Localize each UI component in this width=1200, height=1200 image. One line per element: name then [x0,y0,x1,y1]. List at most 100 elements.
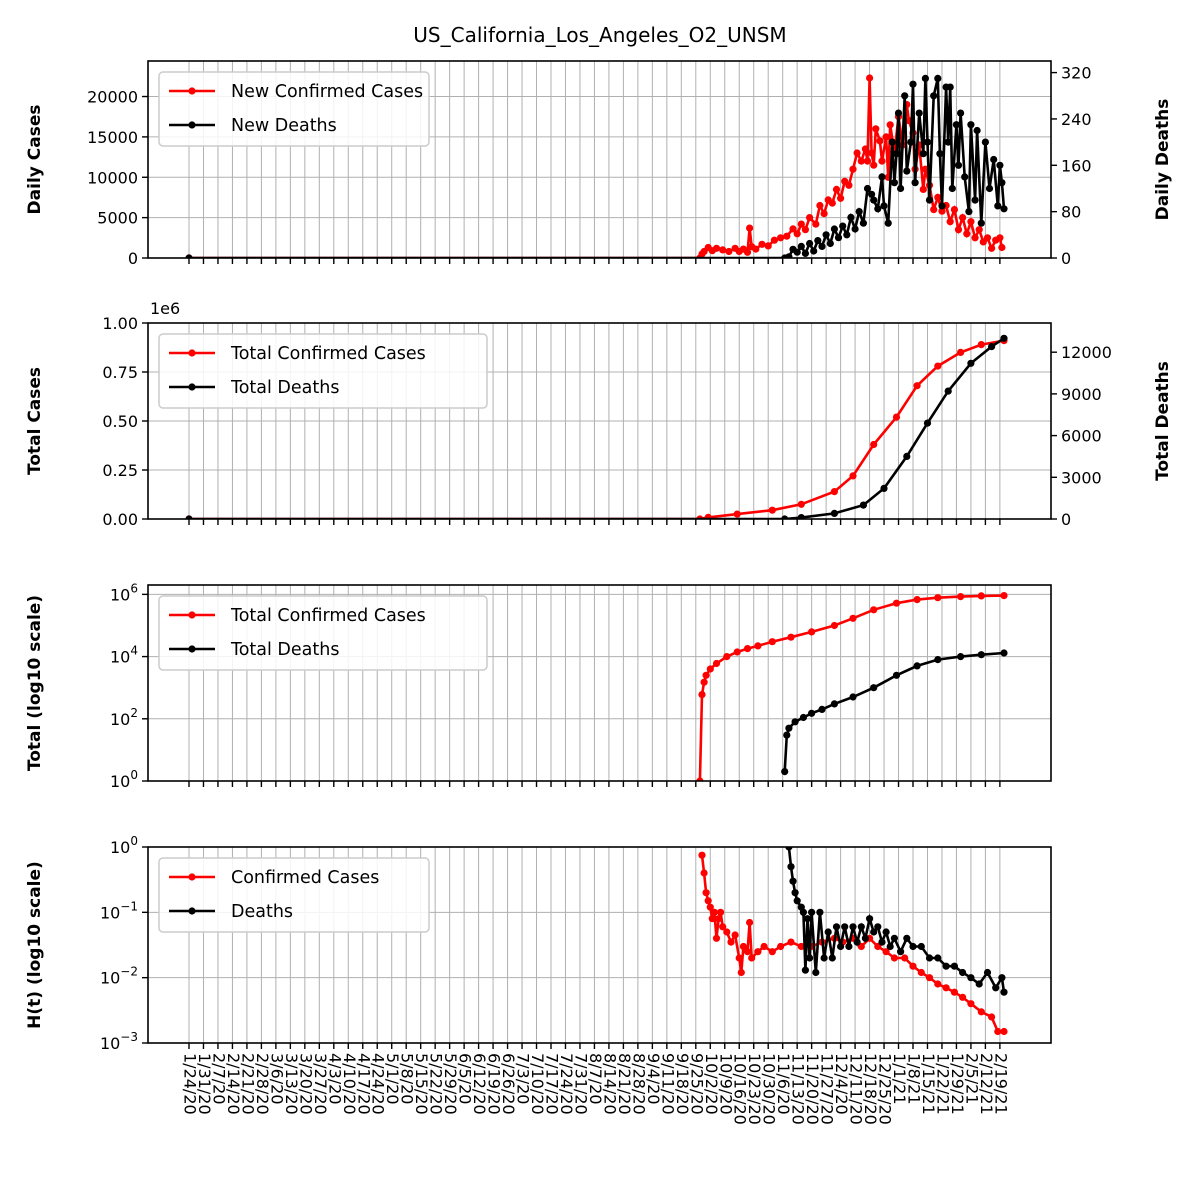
data-point [983,968,992,977]
series-deaths [185,334,1008,519]
data-point [959,968,967,977]
data-point [950,988,959,996]
data-point [820,954,828,962]
data-point [942,962,950,970]
data-point [828,954,836,962]
x-tick-label: 11/6/20 [774,1053,793,1115]
data-point [824,928,832,936]
x-tick-label: 7/24/20 [557,1053,576,1115]
data-point [816,201,824,210]
legend-label: Total Deaths [230,640,339,660]
data-point [787,863,795,871]
data-point [727,938,735,946]
data-point [743,948,752,956]
data-point [837,194,845,202]
axes-frame [147,322,1052,520]
data-point [808,709,816,717]
data-point [801,966,810,974]
legend-swatch-marker [188,383,196,391]
x-tick-label: 3/6/20 [267,1053,286,1105]
data-point [810,247,818,255]
x-tick-label: 5/29/20 [441,1053,460,1115]
data-point [965,208,973,216]
axes-frame [147,846,1052,1044]
data-point [921,74,930,82]
series-line [698,594,1005,781]
series-confirmed [696,592,1008,781]
data-point [812,220,820,228]
data-point [746,918,754,927]
legend: Total Confirmed Cases Total Deaths [158,333,488,409]
data-point [706,665,714,673]
data-point [706,903,714,911]
x-tick-label: 10/9/20 [716,1053,735,1115]
data-point [803,915,812,923]
data-point [830,488,839,496]
data-point [696,777,704,781]
data-point [973,126,981,135]
x-tick-label: 7/31/20 [571,1053,590,1115]
data-point [925,196,934,204]
data-point [797,220,805,228]
data-point [868,190,876,198]
data-point [768,506,776,514]
data-point [890,934,899,942]
x-tick-label: 10/23/20 [745,1053,764,1125]
data-point [996,234,1004,242]
series-group [185,334,1008,519]
legend-label: Confirmed Cases [231,868,379,888]
data-point [754,948,762,956]
data-point [934,656,942,664]
data-point [963,230,971,238]
data-point [797,942,805,951]
y-tick-label: 0.00 [102,510,138,529]
data-point [806,239,814,248]
x-tick-label: 2/12/21 [977,1053,996,1115]
data-point [957,653,965,661]
data-point [954,161,963,169]
series-line [783,651,1005,772]
data-point [731,931,739,939]
x-tick-label: 11/20/20 [803,1053,822,1125]
data-point [698,851,706,859]
data-point [704,897,712,905]
data-point [830,509,839,517]
data-point [950,206,959,214]
data-point [715,915,723,923]
x-tick-label: 2/19/21 [991,1053,1010,1115]
x-tick-label: 5/15/20 [412,1053,431,1115]
data-point [934,193,942,201]
axes-frame [147,584,1052,782]
x-tick-label: 2/21/20 [238,1053,257,1115]
data-point [723,928,731,936]
legend-swatch-marker [188,907,196,915]
data-point [849,472,857,480]
data-point [884,219,892,227]
data-point [886,942,894,951]
y-tick-label: 102 [110,706,138,729]
data-point [849,923,857,931]
data-point [717,908,725,916]
series-group [698,847,1008,1036]
data-point [797,500,805,508]
data-point [903,167,911,175]
data-point [791,889,799,897]
series-group [696,592,1008,781]
data-point [849,693,857,701]
x-tick-label: 1/1/21 [890,1053,909,1105]
data-point [892,150,901,158]
data-point [925,974,934,982]
data-point [967,1000,975,1008]
x-tick-label: 3/13/20 [282,1053,301,1115]
data-point [907,138,915,146]
data-point [702,671,710,679]
data-point [752,245,760,253]
data-point [839,222,847,230]
y-right-tick-label: 6000 [1061,427,1102,446]
data-point [909,962,917,970]
data-point [998,974,1006,982]
data-point [1000,205,1008,213]
x-tick-label: 2/28/20 [253,1053,272,1115]
data-point [760,942,768,951]
